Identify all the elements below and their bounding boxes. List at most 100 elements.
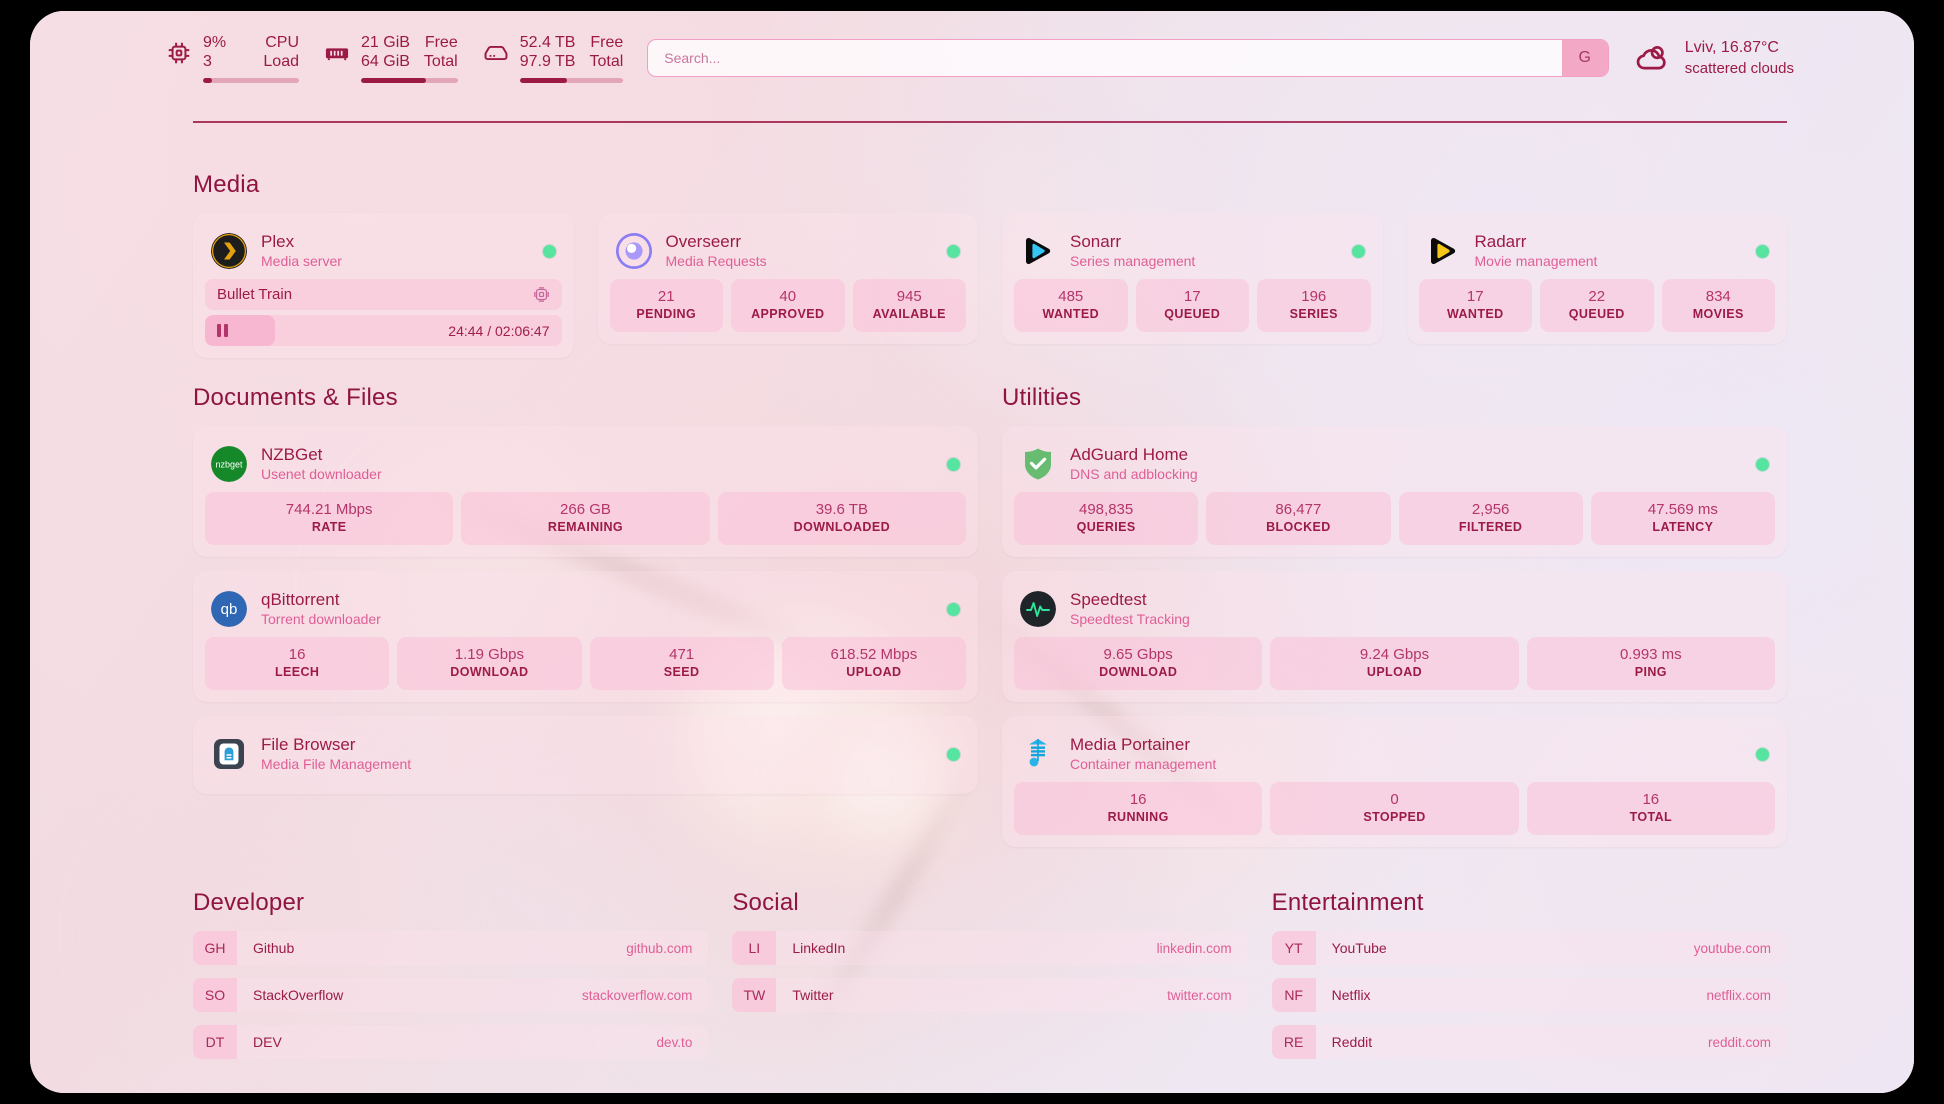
app-subtitle: Container management [1070, 756, 1217, 772]
metric-label: TOTAL [1629, 810, 1673, 824]
section-utilities: Utilities AdGuard Home DNS and adblockin… [1002, 384, 1787, 847]
app-name: Radarr [1474, 232, 1527, 251]
app-name: Sonarr [1070, 232, 1122, 251]
bookmark-item[interactable]: GH Github github.com [193, 931, 709, 965]
now-playing-time: 24:44 / 02:06:47 [448, 323, 549, 339]
metric-value: 471 [669, 646, 695, 663]
app-name: qBittorrent [261, 590, 340, 609]
metric-value: 485 [1058, 288, 1084, 305]
search-engine-button[interactable]: G [1561, 40, 1608, 76]
bookmark-item[interactable]: TW Twitter twitter.com [732, 978, 1248, 1012]
app-name: NZBGet [261, 445, 323, 464]
app-card-plex[interactable]: Plex Media server Bullet Train [193, 213, 574, 358]
bookmark-abbr: TW [732, 978, 777, 1012]
app-name: File Browser [261, 735, 356, 754]
bookmark-item[interactable]: NF Netflix netflix.com [1271, 978, 1787, 1012]
app-card-radarr[interactable]: Radarr Movie management 17 WANTED 22 QUE… [1406, 213, 1787, 344]
weather-widget[interactable]: Lviv, 16.87°C scattered clouds [1633, 37, 1794, 79]
cast-icon[interactable] [533, 286, 550, 303]
dashboard-content: Media Plex Media server [193, 171, 1787, 1093]
cpu-usage-value: 9% [203, 34, 227, 51]
app-card-file-browser[interactable]: File Browser Media File Management [193, 716, 978, 794]
bookmark-url: stackoverflow.com [582, 987, 693, 1003]
metric-value: 498,835 [1079, 501, 1134, 518]
metric-value: 2,956 [1471, 501, 1510, 518]
app-card-adguard-home[interactable]: AdGuard Home DNS and adblocking 498,835 … [1002, 426, 1787, 557]
bookmark-item[interactable]: YT YouTube youtube.com [1271, 931, 1787, 965]
bookmark-abbr: GH [193, 931, 237, 965]
metric-label: RATE [311, 520, 347, 534]
bookmark-item[interactable]: LI LinkedIn linkedin.com [732, 931, 1248, 965]
app-name: Plex [261, 232, 295, 251]
metric-label: DOWNLOAD [450, 665, 529, 679]
search-box[interactable]: G [647, 39, 1609, 77]
metric-tile: 0 STOPPED [1270, 782, 1519, 835]
app-subtitle: DNS and adblocking [1070, 466, 1198, 482]
metric-value: 16 [1129, 791, 1147, 808]
bookmark-name: Github [253, 940, 295, 956]
section-documents: Documents & Files nzbget NZBGet Usenet d… [193, 384, 978, 794]
status-indicator-online [542, 244, 556, 258]
now-playing-progress-bar[interactable]: 24:44 / 02:06:47 [205, 315, 562, 346]
app-card-qbittorrent[interactable]: qb qBittorrent Torrent downloader 16 LEE… [193, 571, 978, 702]
metric-tile: 40 APPROVED [731, 279, 845, 332]
metric-value: 266 GB [560, 501, 611, 518]
app-card-speedtest[interactable]: Speedtest Speedtest Tracking 9.65 Gbps D… [1002, 571, 1787, 702]
bookmark-item[interactable]: RE Reddit reddit.com [1271, 1025, 1787, 1059]
section-title-documents: Documents & Files [193, 384, 398, 411]
bookmark-abbr: SO [193, 978, 237, 1012]
metric-tile: 834 MOVIES [1661, 279, 1775, 332]
app-name: AdGuard Home [1070, 445, 1189, 464]
app-subtitle: Usenet downloader [261, 466, 382, 482]
metric-value: 86,477 [1275, 501, 1322, 518]
metric-label: UPLOAD [1366, 665, 1423, 679]
search-input[interactable] [648, 50, 1562, 66]
metric-label: DOWNLOAD [1099, 665, 1178, 679]
app-name: Overseerr [665, 232, 742, 251]
system-stat-memory: 21 GiB Free 64 GiB Total [323, 33, 458, 83]
metric-label: MOVIES [1692, 307, 1744, 321]
app-metrics: 744.21 Mbps RATE 266 GB REMAINING 39.6 T… [205, 492, 966, 545]
metric-label: PING [1634, 665, 1667, 679]
memory-total-label: Total [423, 53, 458, 70]
filebrowser-icon [211, 736, 247, 772]
app-metrics: 9.65 Gbps DOWNLOAD 9.24 Gbps UPLOAD 0.99… [1014, 637, 1775, 690]
metric-tile: 196 SERIES [1257, 279, 1371, 332]
app-card-media-portainer[interactable]: Media Portainer Container management 16 … [1002, 716, 1787, 847]
metric-value: 40 [779, 288, 797, 305]
metric-value: 0 [1390, 791, 1399, 808]
metric-value: 744.21 Mbps [285, 501, 373, 518]
metric-label: DOWNLOADED [793, 520, 890, 534]
app-name: Media Portainer [1070, 735, 1191, 754]
disk-total-label: Total [589, 53, 624, 70]
metric-tile: 618.52 Mbps UPLOAD [781, 637, 966, 690]
pause-icon[interactable] [217, 324, 228, 337]
status-indicator-online [947, 244, 960, 258]
bookmark-abbr: NF [1271, 978, 1316, 1012]
metric-tile: 17 QUEUED [1135, 279, 1249, 332]
app-card-sonarr[interactable]: Sonarr Series management 485 WANTED 17 Q… [1002, 213, 1383, 344]
metric-label: UPLOAD [846, 665, 902, 679]
metric-tile: 0.993 ms PING [1526, 637, 1775, 690]
metric-tile: 9.24 Gbps UPLOAD [1270, 637, 1519, 690]
status-indicator-online [947, 747, 960, 761]
disk-usage-bar [519, 78, 624, 83]
app-metrics: 485 WANTED 17 QUEUED 196 SERIES [1014, 279, 1371, 332]
system-stat-cpu: 9% CPU 3 Load [165, 33, 299, 83]
metric-value: 22 [1588, 288, 1606, 305]
app-metrics: 16 LEECH 1.19 Gbps DOWNLOAD 471 SEED 6 [205, 637, 966, 690]
app-card-nzbget[interactable]: nzbget NZBGet Usenet downloader 744.21 M… [193, 426, 978, 557]
bookmark-item[interactable]: DT DEV dev.to [193, 1025, 709, 1059]
sonarr-icon [1020, 233, 1056, 269]
metric-tile: 485 WANTED [1014, 279, 1128, 332]
app-subtitle: Media File Management [261, 756, 412, 772]
metric-tile: 498,835 QUERIES [1014, 492, 1199, 545]
qbittorrent-icon: qb [211, 591, 247, 627]
metric-label: WANTED [1446, 307, 1504, 321]
metric-tile: 17 WANTED [1418, 279, 1532, 332]
metric-label: SEED [663, 665, 700, 679]
disk-total-value: 97.9 TB [519, 53, 576, 70]
metric-value: 834 [1705, 288, 1731, 305]
app-card-overseerr[interactable]: Overseerr Media Requests 21 PENDING 40 A… [597, 213, 978, 344]
bookmark-item[interactable]: SO StackOverflow stackoverflow.com [193, 978, 709, 1012]
